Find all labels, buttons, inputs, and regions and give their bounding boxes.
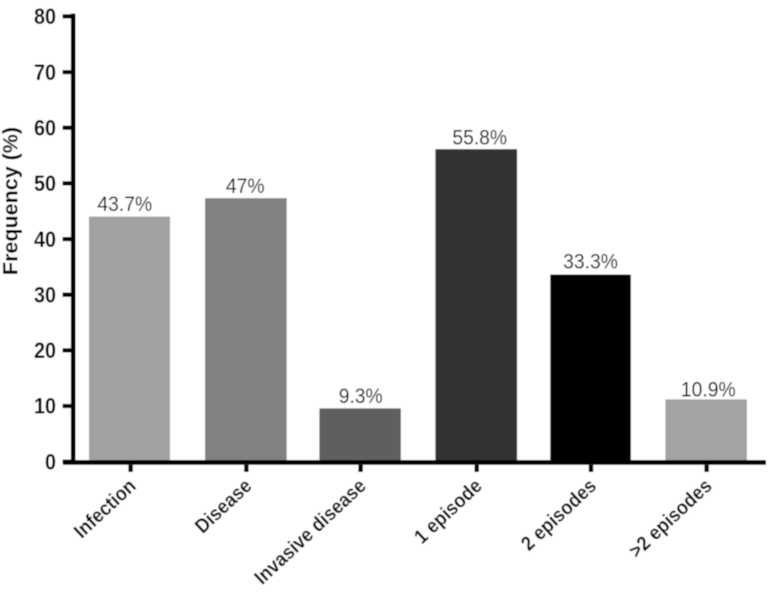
svg-text:33.3%: 33.3% xyxy=(563,251,618,274)
svg-text:9.3%: 9.3% xyxy=(339,385,383,408)
svg-text:20: 20 xyxy=(34,339,56,363)
svg-text:55.8%: 55.8% xyxy=(452,127,507,150)
svg-text:0: 0 xyxy=(45,450,56,474)
svg-text:10.9%: 10.9% xyxy=(681,379,736,402)
svg-text:10: 10 xyxy=(34,395,56,419)
svg-text:30: 30 xyxy=(34,283,56,307)
svg-text:40: 40 xyxy=(34,228,56,252)
svg-text:47%: 47% xyxy=(226,176,265,199)
svg-text:80: 80 xyxy=(34,5,56,29)
svg-text:Frequency (%): Frequency (%) xyxy=(0,127,23,275)
svg-text:50: 50 xyxy=(34,172,56,196)
svg-text:43.7%: 43.7% xyxy=(97,193,152,216)
svg-text:60: 60 xyxy=(34,116,56,140)
svg-text:70: 70 xyxy=(34,61,56,85)
